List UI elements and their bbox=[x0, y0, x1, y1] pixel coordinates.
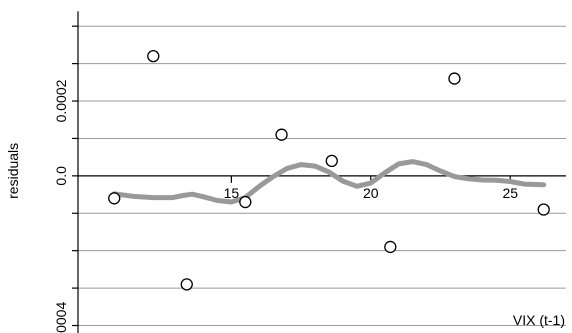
x-axis-label: VIX (t-1) bbox=[513, 312, 565, 328]
y-axis-ticks: -0.0004 0.0 0.0002 bbox=[53, 25, 78, 333]
data-point bbox=[147, 49, 160, 63]
smoothed-fit-line bbox=[111, 159, 547, 205]
x-tick-label: 20 bbox=[363, 185, 379, 201]
grid-lines bbox=[78, 25, 566, 327]
data-point bbox=[384, 240, 397, 254]
y-tick-label: 0.0002 bbox=[53, 79, 69, 122]
data-point bbox=[180, 278, 193, 291]
x-tick-label: 15 bbox=[224, 185, 240, 201]
data-points bbox=[108, 49, 550, 291]
data-point bbox=[239, 195, 252, 209]
data-point bbox=[325, 154, 338, 168]
data-point bbox=[275, 128, 288, 141]
data-point bbox=[537, 203, 550, 216]
y-axis-label: residuals bbox=[5, 143, 21, 199]
y-tick-label: 0.0 bbox=[53, 166, 69, 186]
data-point bbox=[448, 72, 461, 85]
data-point bbox=[108, 192, 121, 205]
y-tick-label: -0.0004 bbox=[53, 302, 69, 333]
x-tick-label: 25 bbox=[502, 185, 518, 201]
